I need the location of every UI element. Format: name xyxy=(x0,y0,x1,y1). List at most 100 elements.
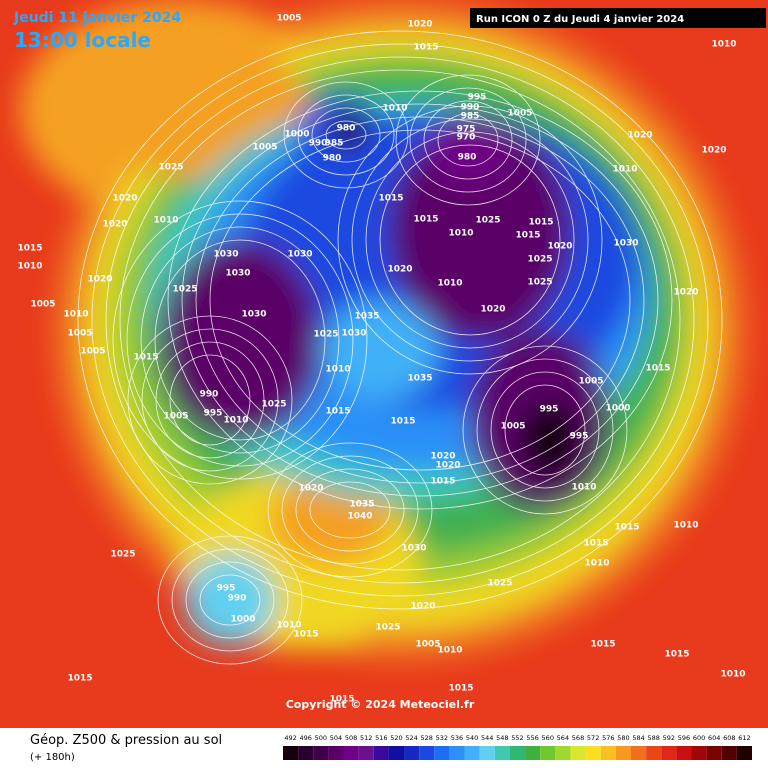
pressure-label: 1015 xyxy=(378,194,403,204)
pressure-label: 995 xyxy=(217,584,236,594)
colorbar-swatch xyxy=(419,746,435,760)
isobar xyxy=(337,105,603,375)
pressure-label: 1015 xyxy=(329,695,354,705)
colorbar-swatch xyxy=(343,746,359,760)
colorbar-tick-label: 536 xyxy=(451,734,463,742)
colorbar-swatch xyxy=(691,746,707,760)
pressure-label: 1020 xyxy=(87,275,112,285)
pressure-label: 1020 xyxy=(673,288,698,298)
isobar xyxy=(409,87,527,193)
pressure-label: 1030 xyxy=(341,329,366,339)
colorbar-tick-label: 516 xyxy=(375,734,387,742)
copyright: Copyright © 2024 Meteociel.fr xyxy=(286,698,475,711)
colorbar-swatch xyxy=(298,746,314,760)
pressure-label: 1015 xyxy=(645,364,670,374)
pressure-label: 1030 xyxy=(241,310,266,320)
pressure-label: 1005 xyxy=(163,412,188,422)
isobar xyxy=(126,213,354,467)
colorbar-swatch xyxy=(404,746,420,760)
pressure-label: 1010 xyxy=(673,521,698,531)
pressure-label: 1030 xyxy=(287,250,312,260)
pressure-label: 1010 xyxy=(223,416,248,426)
pressure-label: 1005 xyxy=(30,300,55,310)
pressure-label: 990 xyxy=(309,139,328,149)
isobar xyxy=(171,548,289,652)
pressure-label: 1035 xyxy=(407,374,432,384)
pressure-label: 1010 xyxy=(63,310,88,320)
pressure-label: 1010 xyxy=(382,104,407,114)
run-info: Run ICON 0 Z du Jeudi 4 janvier 2024 xyxy=(476,14,684,25)
pressure-label: 1000 xyxy=(284,130,309,140)
pressure-label: 1020 xyxy=(298,484,323,494)
pressure-label: 1040 xyxy=(347,512,372,522)
pressure-label: 985 xyxy=(461,112,480,122)
colorbar-swatch xyxy=(479,746,495,760)
isobar xyxy=(351,118,589,362)
colorbar-swatch xyxy=(736,746,752,760)
colorbar-tick-label: 508 xyxy=(345,734,357,742)
isobar xyxy=(365,131,575,349)
colorbar-tick-label: 612 xyxy=(738,734,750,742)
forecast-time: 13:00 locale xyxy=(14,28,151,52)
pressure-label: 1020 xyxy=(112,194,137,204)
pressure-label: 1010 xyxy=(325,365,350,375)
pressure-label: 970 xyxy=(457,133,476,143)
colorbar-tick-label: 552 xyxy=(511,734,523,742)
pressure-label: 1005 xyxy=(252,143,277,153)
pressure-label: 1015 xyxy=(528,218,553,228)
pressure-label: 1020 xyxy=(701,146,726,156)
isobar xyxy=(295,468,405,552)
colorbar-swatch xyxy=(464,746,480,760)
isobar xyxy=(462,345,628,515)
colorbar-swatch xyxy=(509,746,526,760)
colorbar-tick-label: 500 xyxy=(315,734,327,742)
colorbar-tick-label: 532 xyxy=(436,734,448,742)
pressure-label: 1025 xyxy=(527,255,552,265)
colorbar-swatch xyxy=(570,746,586,760)
isobar xyxy=(105,56,695,584)
pressure-label: 1010 xyxy=(584,559,609,569)
colorbar-swatch xyxy=(676,746,692,760)
colorbar-swatch xyxy=(373,746,389,760)
map-field xyxy=(0,0,768,728)
pressure-label: 1035 xyxy=(354,312,379,322)
pressure-label: 1015 xyxy=(430,477,455,487)
colorbar-tick-label: 568 xyxy=(572,734,584,742)
pressure-label: 1015 xyxy=(515,231,540,241)
pressure-label: 1035 xyxy=(349,500,374,510)
pressure-label: 1015 xyxy=(390,417,415,427)
pressure-label: 995 xyxy=(204,409,223,419)
isobar xyxy=(91,43,709,597)
isobar xyxy=(141,328,279,472)
isobar xyxy=(395,74,541,206)
colorbar-tick-label: 572 xyxy=(587,734,599,742)
colorbar-swatch xyxy=(328,746,344,760)
colorbar-tick-label: 512 xyxy=(360,734,372,742)
colorbar-swatch xyxy=(646,746,662,760)
colorbar-swatch xyxy=(283,746,299,760)
colorbar-swatch xyxy=(525,746,541,760)
colorbar-swatch xyxy=(706,746,722,760)
pressure-label: 1030 xyxy=(401,544,426,554)
isobar xyxy=(379,144,561,336)
colorbar-tick-label: 548 xyxy=(496,734,508,742)
pressure-label: 1015 xyxy=(293,630,318,640)
colorbar-tick-label: 588 xyxy=(647,734,659,742)
pressure-label: 1030 xyxy=(225,269,250,279)
pressure-label: 1005 xyxy=(415,640,440,650)
pressure-label: 1015 xyxy=(133,353,158,363)
pressure-label: 1020 xyxy=(627,131,652,141)
pressure-label: 1025 xyxy=(475,216,500,226)
isobar xyxy=(476,358,614,502)
pressure-label: 1030 xyxy=(613,239,638,249)
colorbar-swatch xyxy=(661,746,677,760)
isobar xyxy=(127,315,293,485)
colorbar-tick-label: 544 xyxy=(481,734,493,742)
isobar xyxy=(325,120,367,150)
pressure-label: 1010 xyxy=(153,216,178,226)
pressure-label: 1005 xyxy=(276,14,301,24)
isobar xyxy=(154,239,326,441)
pressure-label: 995 xyxy=(540,405,559,415)
pressure-label: 995 xyxy=(570,432,589,442)
